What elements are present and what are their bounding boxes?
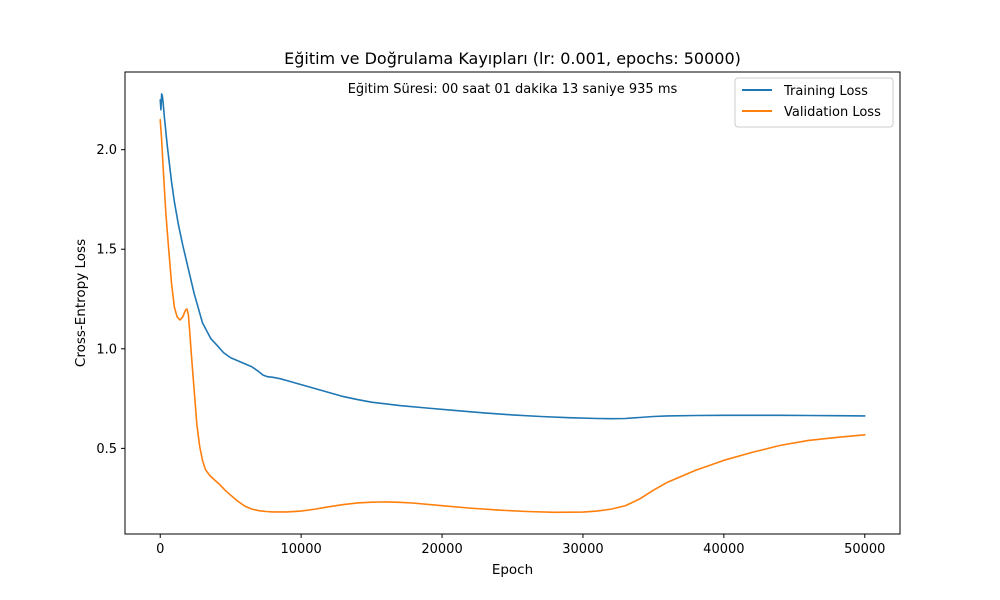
y-tick-label: 2.0 — [96, 143, 117, 158]
x-tick-label: 30000 — [562, 542, 603, 557]
x-tick-label: 40000 — [703, 542, 744, 557]
y-tick-label: 0.5 — [96, 442, 117, 457]
series-line-validation-loss — [159, 118, 866, 514]
legend-label-training-loss: Training Loss — [783, 84, 868, 99]
plot-area — [159, 93, 866, 514]
y-axis-label: Cross-Entropy Loss — [73, 239, 89, 367]
x-tick-label: 20000 — [421, 542, 462, 557]
x-tick-label: 10000 — [280, 542, 321, 557]
training-time-annotation: Eğitim Süresi: 00 saat 01 dakika 13 sani… — [348, 82, 678, 97]
x-axis-label: Epoch — [492, 562, 533, 578]
series-line-training-loss — [159, 93, 866, 420]
chart-title: Eğitim ve Doğrulama Kayıpları (lr: 0.001… — [284, 49, 741, 68]
legend-label-validation-loss: Validation Loss — [784, 105, 881, 120]
x-tick-label: 0 — [156, 542, 164, 557]
y-axis-ticks: 0.5 1.0 1.5 2.0 — [96, 143, 125, 457]
y-tick-label: 1.5 — [96, 243, 117, 258]
legend: Training Loss Validation Loss — [734, 77, 894, 128]
plot-frame — [124, 71, 901, 535]
x-axis-ticks: 0 10000 20000 30000 40000 50000 — [156, 534, 885, 557]
y-tick-label: 1.0 — [96, 342, 117, 357]
legend-box — [734, 77, 894, 128]
x-tick-label: 50000 — [844, 542, 885, 557]
